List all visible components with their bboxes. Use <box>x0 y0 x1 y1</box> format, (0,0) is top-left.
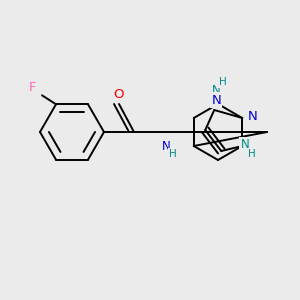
Text: O: O <box>114 88 124 100</box>
Text: H: H <box>248 149 256 159</box>
Text: H: H <box>169 149 177 159</box>
Text: H: H <box>219 77 227 87</box>
Text: N: N <box>241 139 249 152</box>
Text: N: N <box>162 140 170 152</box>
Text: N: N <box>212 94 221 106</box>
Text: N: N <box>212 83 220 97</box>
Text: N: N <box>248 110 257 122</box>
Text: F: F <box>28 81 36 94</box>
